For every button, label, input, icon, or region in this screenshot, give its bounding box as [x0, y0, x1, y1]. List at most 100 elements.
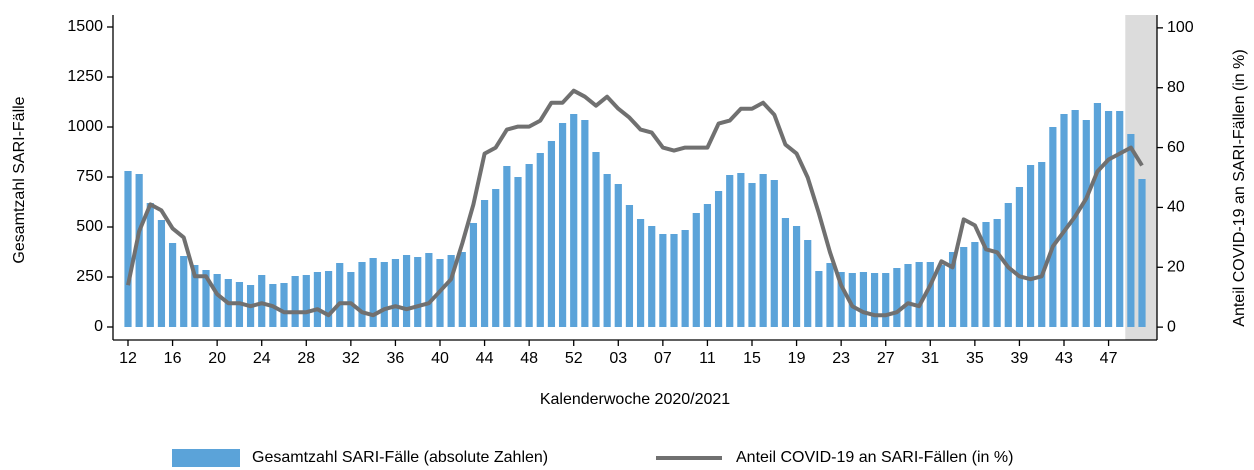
bar — [915, 262, 923, 327]
bar — [1116, 111, 1124, 327]
x-tick-label: 47 — [1100, 350, 1118, 367]
bar — [146, 203, 154, 327]
bar — [302, 275, 310, 327]
y2-tick-label: 60 — [1167, 139, 1185, 156]
bar — [180, 256, 188, 327]
x-tick-label: 32 — [342, 350, 360, 367]
legend-label: Gesamtzahl SARI-Fälle (absolute Zahlen) — [252, 449, 548, 466]
bar — [168, 243, 177, 327]
legend-swatch — [172, 449, 240, 467]
bar — [347, 272, 355, 327]
bar — [480, 200, 489, 327]
bar — [425, 253, 433, 327]
x-axis-title: Kalenderwoche 2020/2021 — [540, 391, 730, 408]
bar — [570, 114, 578, 327]
bar — [681, 230, 689, 327]
bar — [848, 273, 856, 327]
bar — [636, 219, 645, 327]
bar — [982, 222, 990, 327]
bar — [1049, 127, 1057, 327]
bar — [870, 273, 879, 327]
bar — [492, 189, 500, 327]
x-tick-label: 48 — [520, 350, 538, 367]
x-tick-label: 36 — [387, 350, 405, 367]
bar — [558, 123, 567, 327]
bar — [759, 174, 767, 327]
bar — [648, 226, 656, 327]
bar — [1015, 187, 1024, 327]
y2-axis-title: Anteil COVID-19 an SARI-Fällen (in %) — [1231, 49, 1248, 326]
bar — [525, 164, 533, 327]
bar — [625, 205, 634, 327]
bar — [659, 234, 667, 327]
line — [126, 88, 1144, 318]
bar — [503, 166, 511, 327]
bar — [135, 174, 143, 327]
y-tick-label: 0 — [94, 318, 103, 335]
bar — [258, 275, 266, 327]
x-tick-label: 12 — [119, 350, 137, 367]
bar — [336, 263, 344, 327]
bar — [414, 257, 422, 327]
bar — [826, 263, 834, 327]
bar — [324, 271, 333, 327]
x-tick-label: 03 — [609, 350, 627, 367]
x-tick-label: 24 — [253, 350, 271, 367]
bar — [369, 258, 377, 327]
bar — [971, 242, 979, 327]
bar — [882, 273, 890, 327]
bar — [1127, 134, 1135, 327]
bar — [458, 252, 466, 327]
bar — [703, 204, 712, 327]
bar — [815, 271, 823, 327]
x-tick-label: 43 — [1055, 350, 1073, 367]
x-tick-label: 16 — [164, 350, 182, 367]
bar — [859, 272, 868, 327]
bar — [714, 191, 723, 327]
bar — [157, 220, 166, 327]
bar — [837, 272, 845, 327]
bar — [770, 180, 778, 327]
x-tick-label: 07 — [654, 350, 672, 367]
bar — [993, 219, 1001, 327]
y2-tick-label: 40 — [1167, 199, 1185, 216]
bar — [603, 174, 611, 327]
x-tick-label: 11 — [699, 350, 716, 367]
y2-tick-label: 80 — [1167, 79, 1185, 96]
bar — [280, 283, 288, 327]
y-tick-label: 1000 — [67, 118, 103, 135]
bar — [380, 262, 388, 327]
x-tick-label: 20 — [208, 350, 226, 367]
bar — [469, 223, 478, 327]
bar — [191, 265, 199, 327]
bar — [1038, 162, 1046, 327]
bar — [904, 264, 912, 327]
x-tick-label: 44 — [476, 350, 494, 367]
bar — [1104, 111, 1113, 327]
bar — [948, 252, 957, 327]
bar — [781, 218, 790, 327]
x-tick-label: 52 — [565, 350, 583, 367]
x-tick-label: 39 — [1011, 350, 1029, 367]
bar — [391, 259, 400, 327]
bar — [536, 153, 544, 327]
bar — [893, 268, 901, 327]
bar — [692, 213, 700, 327]
bar — [291, 276, 299, 327]
bar — [447, 255, 455, 327]
bar — [926, 262, 934, 327]
x-tick-label: 27 — [877, 350, 895, 367]
y-tick-label: 500 — [76, 218, 103, 235]
bar — [1093, 103, 1102, 327]
bar — [202, 270, 210, 327]
bar — [1060, 114, 1068, 327]
y-tick-label: 1250 — [67, 68, 103, 85]
x-tick-label: 28 — [297, 350, 315, 367]
bar — [514, 177, 522, 327]
bar — [547, 141, 556, 327]
y2-tick-label: 20 — [1167, 258, 1185, 275]
bar — [937, 265, 946, 327]
bar — [737, 173, 745, 327]
x-tick-label: 40 — [431, 350, 449, 367]
